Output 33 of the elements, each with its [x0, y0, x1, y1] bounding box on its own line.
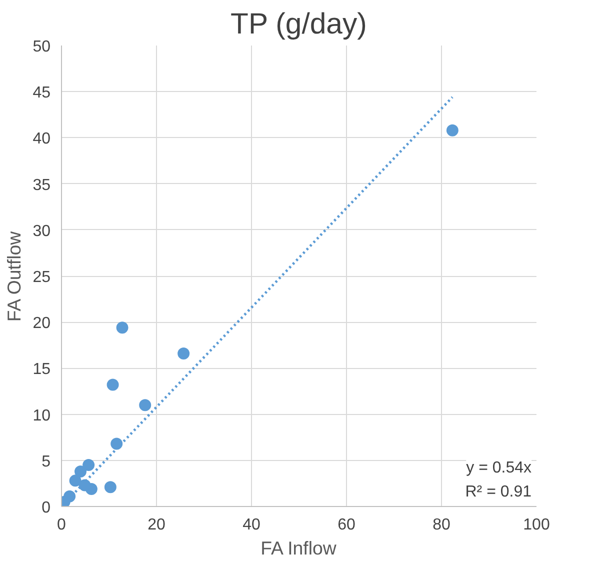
y-tick-label: 30: [32, 222, 51, 240]
x-axis-title: FA Inflow: [260, 538, 337, 558]
point: [104, 481, 116, 494]
point: [74, 465, 86, 478]
y-tick-label: 15: [32, 361, 51, 378]
y-axis-title: FA Outflow: [4, 230, 25, 322]
point: [116, 322, 128, 334]
x-tick-label: 80: [432, 516, 450, 534]
y-tick-label: 45: [32, 84, 51, 102]
y-tick-label: 0: [42, 500, 51, 516]
y-tick-label: 40: [32, 130, 51, 148]
point: [78, 479, 91, 492]
x-tick-label: 40: [242, 516, 260, 534]
x-tick-label: 20: [148, 516, 166, 534]
annotation: y = 0.54x: [466, 460, 532, 476]
y-tick-label: 35: [32, 176, 51, 194]
x-tick-label: 60: [338, 516, 356, 534]
chart-title: TP (g/day): [230, 8, 367, 40]
point: [446, 124, 458, 136]
x-tick-label: 100: [523, 516, 550, 534]
annotation: R² = 0.91: [465, 484, 532, 500]
point: [110, 438, 123, 450]
point: [82, 459, 95, 471]
point: [178, 347, 190, 360]
y-tick-label: 10: [32, 407, 51, 424]
y-tick-label: 5: [42, 453, 51, 470]
point: [106, 378, 119, 391]
point: [69, 474, 82, 487]
x-tick-label: 0: [57, 516, 66, 534]
y-tick-label: 50: [32, 38, 51, 56]
point: [139, 399, 152, 412]
y-tick-label: 20: [32, 315, 51, 332]
y-tick-label: 25: [32, 269, 51, 286]
